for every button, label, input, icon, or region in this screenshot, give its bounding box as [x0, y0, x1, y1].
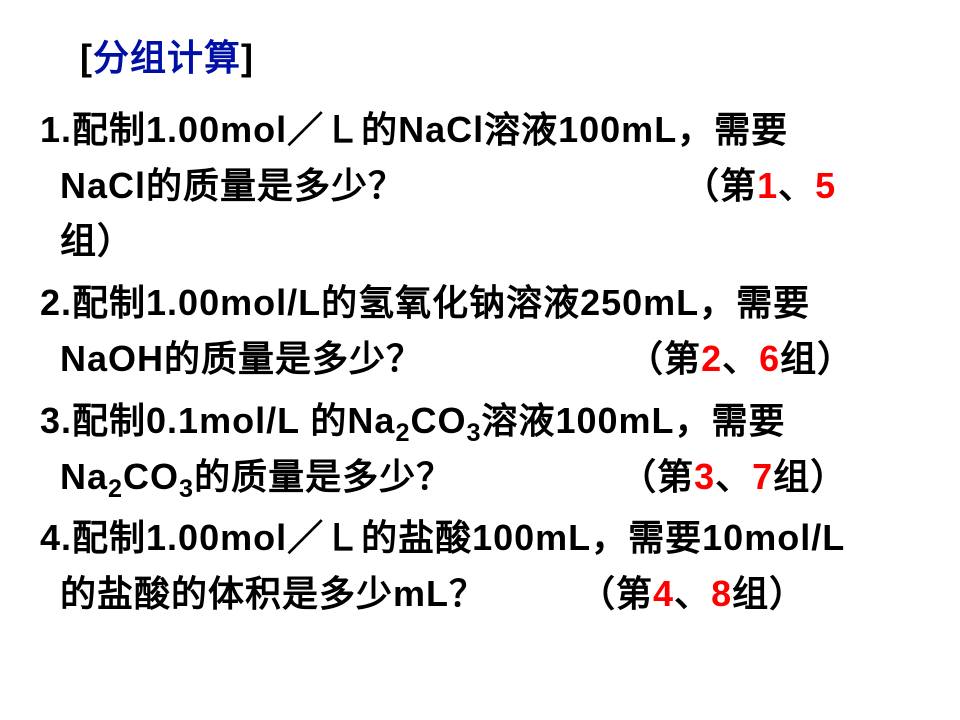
- spacer: [423, 338, 645, 379]
- subscript: 3: [179, 475, 194, 503]
- spacer: [453, 456, 638, 497]
- problem-text: 配制1.00mol／Ｌ的NaCl溶液100mL，需要: [72, 109, 788, 150]
- group-sep: 、: [778, 165, 815, 206]
- problem-text: Na: [60, 456, 108, 497]
- group-sep: 、: [715, 456, 752, 497]
- spacer: [405, 165, 701, 206]
- subscript: 3: [466, 419, 481, 447]
- problem-text: NaOH的质量是多少？: [60, 338, 423, 379]
- group-open: （第: [597, 573, 653, 614]
- problem-4: 4.配制1.00mol／Ｌ的盐酸100mL，需要10mol/L 的盐酸的体积是多…: [40, 510, 940, 622]
- subscript: 2: [395, 419, 410, 447]
- problem-text: 配制1.00mol/L的氢氧化钠溶液250mL，需要: [72, 282, 810, 323]
- group-number: 8: [711, 573, 732, 614]
- problem-number: 1.: [40, 109, 72, 150]
- spacer: [486, 573, 597, 614]
- problem-text: CO: [410, 400, 466, 441]
- problem-2: 2.配制1.00mol/L的氢氧化钠溶液250mL，需要 NaOH的质量是多少？…: [40, 275, 940, 387]
- problem-number: 2.: [40, 282, 72, 323]
- problem-text: NaCl的质量是多少？: [60, 165, 405, 206]
- group-close: 组）: [732, 573, 806, 614]
- group-sep: 、: [674, 573, 711, 614]
- problem-number: 4.: [40, 517, 72, 558]
- group-number: 2: [701, 338, 722, 379]
- group-number: 1: [757, 165, 778, 206]
- problem-1: 1.配制1.00mol／Ｌ的NaCl溶液100mL，需要 NaCl的质量是多少？…: [40, 102, 940, 269]
- group-close: 组）: [60, 220, 134, 261]
- group-open: （第: [638, 456, 694, 497]
- group-number: 7: [752, 456, 773, 497]
- problem-3: 3.配制0.1mol/L 的Na2CO3溶液100mL，需要 Na2CO3的质量…: [40, 393, 940, 505]
- subscript: 2: [108, 475, 123, 503]
- group-sep: 、: [722, 338, 759, 379]
- problem-text: 的质量是多少？: [194, 456, 453, 497]
- title-bracket-left: [: [80, 37, 93, 78]
- group-open: （第: [701, 165, 757, 206]
- problem-number: 3.: [40, 400, 72, 441]
- problem-text: 溶液100mL，需要: [481, 400, 785, 441]
- problem-text: 的盐酸的体积是多少mL？: [60, 573, 486, 614]
- title-text: 分组计算: [93, 37, 241, 78]
- group-number: 4: [653, 573, 674, 614]
- title-bracket-right: ]: [241, 37, 254, 78]
- group-close: 组）: [773, 456, 847, 497]
- problem-text: 配制0.1mol/L 的Na: [72, 400, 395, 441]
- group-close: 组）: [780, 338, 854, 379]
- section-title: [分组计算]: [20, 30, 940, 86]
- group-open: （第: [645, 338, 701, 379]
- problem-text: 配制1.00mol／Ｌ的盐酸100mL，需要10mol/L: [72, 517, 845, 558]
- group-number: 6: [759, 338, 780, 379]
- group-number: 5: [815, 165, 836, 206]
- group-number: 3: [694, 456, 715, 497]
- problem-text: CO: [123, 456, 179, 497]
